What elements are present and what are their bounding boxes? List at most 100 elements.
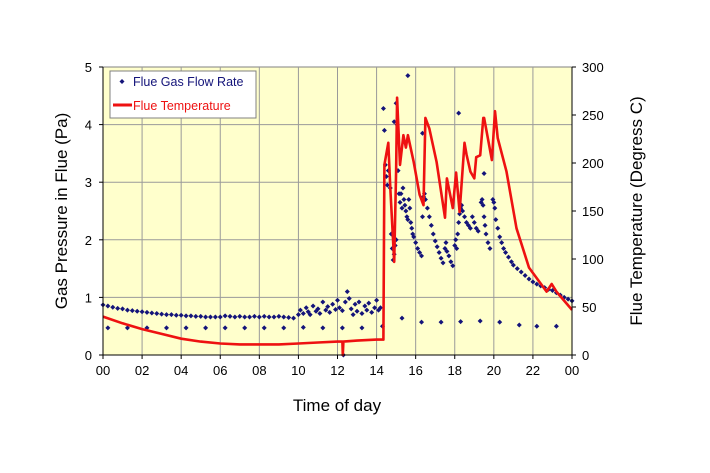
flow-rate-point (317, 311, 323, 317)
flow-rate-point (481, 214, 487, 220)
legend: Flue Gas Flow Rate Flue Temperature (109, 70, 257, 119)
flow-rate-point (497, 319, 503, 325)
flow-rate-point (310, 303, 316, 309)
flow-rate-point (344, 289, 350, 295)
flow-rate-point (327, 309, 333, 315)
flow-rate-point (134, 308, 140, 314)
flow-rate-point (492, 205, 498, 211)
flow-rate-point (350, 312, 356, 318)
flow-rate-point (356, 299, 362, 305)
flow-rate-point (565, 296, 571, 302)
flow-rate-point (455, 231, 461, 237)
flow-rate-point (426, 214, 432, 220)
flow-rate-point (434, 244, 440, 250)
flow-rate-point (261, 325, 267, 331)
legend-temp-label: Flue Temperature (133, 99, 231, 113)
flow-rate-point (391, 119, 397, 125)
flow-rate-point (212, 314, 218, 320)
flow-rate-point (330, 301, 336, 307)
flow-rate-point (281, 325, 287, 331)
flow-rate-point (247, 314, 253, 320)
flow-rate-point (475, 228, 481, 234)
flow-rate-point (508, 259, 514, 265)
flow-rate-point (438, 319, 444, 325)
flow-rate-point (227, 313, 233, 319)
flow-rate-point (105, 303, 111, 309)
flow-rate-point (444, 248, 450, 254)
flow-rate-point (256, 314, 262, 320)
flow-rate-point (534, 323, 540, 329)
flow-rate-point (164, 325, 170, 331)
y-right-tick-label: 300 (582, 60, 604, 75)
flow-rate-point (432, 238, 438, 244)
flow-rate-point (139, 309, 145, 315)
flow-rate-point (362, 303, 368, 309)
flow-rate-point (281, 314, 287, 320)
flow-rate-point (467, 225, 473, 231)
flow-rate-point (471, 220, 477, 226)
flow-rate-point (183, 325, 189, 331)
flow-rate-point (339, 308, 345, 314)
flow-rate-point (120, 306, 126, 312)
y-axis-right-label: Flue Temperature (Degress C) (627, 96, 646, 325)
flow-rate-point (110, 304, 116, 310)
y-right-tick-label: 200 (582, 156, 604, 171)
flow-rate-point (428, 222, 434, 228)
flow-rate-point (222, 313, 228, 319)
flow-rate-point (336, 305, 342, 311)
x-tick-label: 14 (369, 363, 383, 378)
flow-rate-point (402, 202, 408, 208)
flow-rate-point (323, 307, 329, 313)
flow-rate-point (154, 311, 160, 317)
y-right-tick-label: 250 (582, 108, 604, 123)
flow-rate-point (372, 305, 378, 311)
flow-rate-point (450, 263, 456, 269)
flow-rate-point (440, 260, 446, 266)
flow-rate-point (183, 313, 189, 319)
flow-rate-point (479, 196, 485, 202)
flow-rate-point (436, 249, 442, 255)
flow-rate-point (237, 313, 243, 319)
flow-rate-point (480, 202, 486, 208)
legend-flow-label: Flue Gas Flow Rate (133, 75, 244, 89)
flow-rate-point (115, 305, 121, 311)
flow-rate-point (399, 205, 405, 211)
flow-rate-point (266, 314, 272, 320)
flow-rate-point (518, 269, 524, 275)
x-tick-label: 16 (408, 363, 422, 378)
flow-rate-point (443, 240, 449, 246)
x-tick-label: 18 (448, 363, 462, 378)
flow-rate-point (232, 314, 238, 320)
flow-rate-point (198, 313, 204, 319)
y-right-tick-label: 150 (582, 204, 604, 219)
flow-rate-point (495, 225, 501, 231)
x-tick-label: 22 (526, 363, 540, 378)
temperature-line (102, 96, 573, 357)
flow-rate-point (377, 305, 383, 311)
flow-rate-point (405, 73, 411, 79)
flow-rate-point (203, 325, 209, 331)
y-left-tick-label: 0 (85, 348, 92, 363)
flow-rate-point (333, 306, 339, 312)
x-tick-label: 02 (135, 363, 149, 378)
flow-rate-point (364, 307, 370, 313)
flow-rate-point (217, 314, 223, 320)
flow-rate-point (514, 266, 520, 272)
flow-rate-point (457, 211, 463, 217)
x-tick-label: 20 (487, 363, 501, 378)
y-right-tick-label: 0 (582, 348, 589, 363)
flow-rate-point (359, 325, 365, 331)
flow-rate-point (510, 262, 516, 268)
flow-rate-point (497, 234, 503, 240)
flow-rate-point (409, 225, 415, 231)
flow-rate-point (477, 318, 483, 324)
flow-rate-point (342, 299, 348, 305)
flow-rate-point (207, 314, 213, 320)
flow-rate-point (307, 312, 313, 318)
flow-rate-point (446, 253, 452, 259)
flow-rate-point (276, 313, 282, 319)
flow-rate-point (499, 240, 505, 246)
flow-rate-point (430, 231, 436, 237)
flow-rate-point (164, 312, 170, 318)
